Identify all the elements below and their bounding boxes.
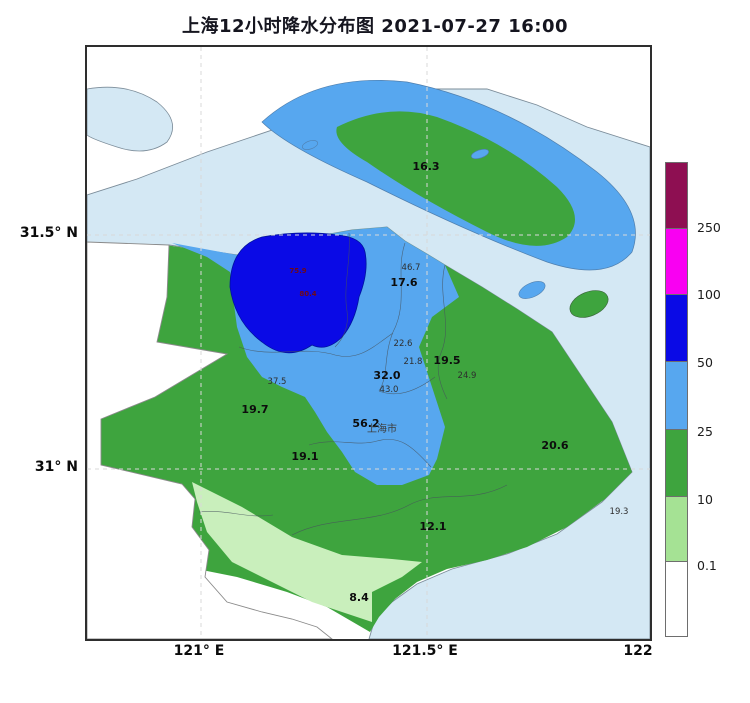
station-value-label: 32.0 — [373, 369, 400, 382]
y-axis-tick-31.5N: 31.5° N — [19, 225, 78, 241]
colorbar-segment — [666, 294, 687, 361]
station-value-label: 46.7 — [402, 263, 421, 273]
colorbar-tick-label: 50 — [697, 355, 713, 370]
station-value-label: 22.6 — [394, 339, 413, 349]
colorbar-segment — [666, 163, 687, 228]
station-value-label: 19.3 — [610, 507, 629, 517]
station-value-label: 24.9 — [458, 371, 477, 381]
colorbar-segment — [666, 496, 687, 561]
station-value-label: 56.2 — [352, 417, 379, 430]
colorbar-segment — [666, 429, 687, 496]
colorbar-tick-label: 10 — [697, 492, 713, 507]
heavy-rain-blob — [229, 232, 367, 354]
colorbar-segment — [666, 361, 687, 429]
station-value-label: 17.6 — [390, 276, 417, 289]
station-value-label: 37.5 — [268, 377, 287, 387]
station-value-label: 8.4 — [349, 591, 369, 604]
colorbar-tick-label: 250 — [697, 220, 721, 235]
colorbar-segment — [666, 228, 687, 294]
colorbar-tick-label: 0.1 — [697, 558, 717, 573]
islet — [301, 140, 319, 150]
station-value-label: 19.7 — [241, 403, 268, 416]
chongming-green-blob — [336, 111, 575, 246]
map-frame: 16.3 46.7 17.6 75.9 80.4 22.6 21.8 19.5 … — [85, 45, 652, 641]
station-value-label: 20.6 — [541, 439, 568, 452]
station-value-label: 21.8 — [404, 357, 423, 367]
water-inlet — [87, 86, 174, 152]
x-axis-tick-121E: 121° E — [173, 643, 225, 659]
islet — [518, 281, 546, 299]
precipitation-colorbar — [665, 162, 688, 637]
station-value-label: 16.3 — [412, 160, 439, 173]
station-value-label: 75.9 — [289, 267, 306, 275]
colorbar-segment — [666, 561, 687, 631]
y-axis-tick-31N: 31° N — [34, 459, 78, 475]
station-value-label: 80.4 — [299, 290, 316, 298]
station-value-label: 43.0 — [380, 385, 399, 395]
station-value-label: 19.5 — [433, 354, 460, 367]
gridlines — [87, 47, 650, 639]
outside-province-region — [87, 241, 333, 639]
islet — [471, 148, 489, 160]
district-boundaries — [198, 232, 508, 536]
light-rain-region — [192, 482, 422, 622]
page-title: 上海12小时降水分布图 2021-07-27 16:00 — [181, 16, 568, 37]
colorbar-tick-label: 25 — [697, 424, 713, 439]
station-value-label: 12.1 — [419, 520, 446, 533]
x-axis-tick-122: 122 — [623, 643, 653, 659]
map-canvas: 16.3 46.7 17.6 75.9 80.4 22.6 21.8 19.5 … — [87, 47, 650, 639]
islet-green — [569, 290, 609, 318]
city-name-label: 上海市 — [367, 422, 397, 435]
station-value-label: 19.1 — [291, 450, 318, 463]
colorbar-tick-label: 100 — [697, 287, 721, 302]
x-axis-tick-121.5E: 121.5° E — [392, 643, 458, 659]
